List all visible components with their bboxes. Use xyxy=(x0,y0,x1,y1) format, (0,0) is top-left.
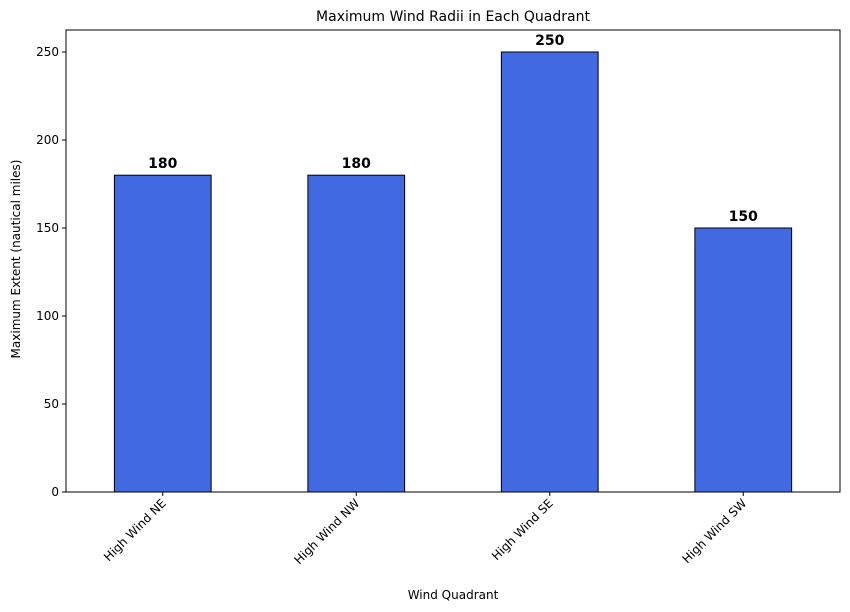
data-labels: 180 180 250 150 xyxy=(148,33,758,225)
y-tick-label: 250 xyxy=(36,45,59,59)
bar xyxy=(307,174,406,493)
x-tick-label: High Wind SW xyxy=(679,496,749,566)
bar xyxy=(500,51,599,493)
y-tick-label: 200 xyxy=(36,133,59,147)
data-label: 180 xyxy=(148,156,177,172)
x-axis-label: Wind Quadrant xyxy=(408,588,499,602)
plot-frame xyxy=(65,29,841,493)
data-label: 180 xyxy=(342,156,371,172)
bar xyxy=(694,227,793,493)
y-tick-label: 100 xyxy=(36,309,59,323)
x-axis: High Wind NE High Wind NW High Wind SE High… xyxy=(101,492,749,567)
y-tick-label: 150 xyxy=(36,221,59,235)
x-tick-label: High Wind NW xyxy=(292,496,363,567)
data-label: 250 xyxy=(535,33,564,49)
x-tick-label: High Wind SE xyxy=(489,496,556,563)
y-axis-label: Maximum Extent (nautical miles) xyxy=(9,160,23,359)
bar-series xyxy=(113,51,793,493)
x-tick-label: High Wind NE xyxy=(101,496,169,564)
bar xyxy=(113,174,212,493)
y-tick-label: 0 xyxy=(51,485,59,499)
y-tick-label: 50 xyxy=(44,397,59,411)
y-axis: 0 50 100 150 200 250 xyxy=(36,45,66,499)
chart-title: Maximum Wind Radii in Each Quadrant xyxy=(316,9,590,25)
data-label: 150 xyxy=(729,209,758,225)
